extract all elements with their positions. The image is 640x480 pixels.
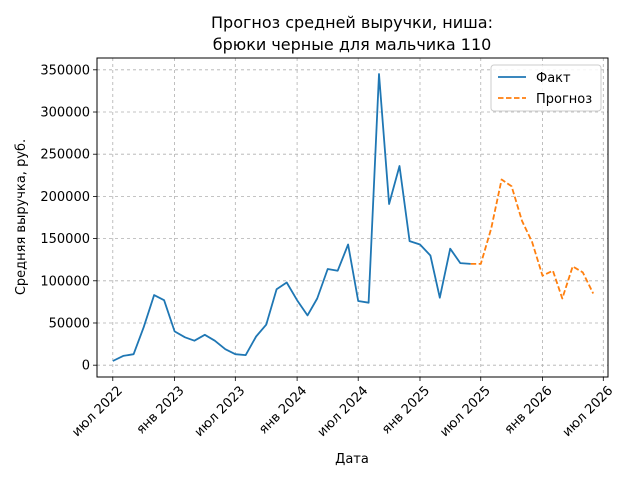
- x-tick-label: июл 2022: [69, 383, 126, 440]
- x-tick-label: июл 2024: [315, 383, 372, 440]
- grid: [97, 58, 608, 377]
- chart-title-line-1: Прогноз средней выручки, ниша:: [211, 13, 493, 32]
- x-tick-label: июл 2025: [437, 383, 494, 440]
- x-tick-label: янв 2026: [502, 383, 556, 437]
- legend-label-forecast: Прогноз: [536, 92, 592, 107]
- x-tick-label: янв 2024: [256, 383, 310, 437]
- x-tick-label: июл 2026: [560, 383, 617, 440]
- x-axis-label: Дата: [335, 452, 369, 467]
- series-lines: [112, 73, 595, 362]
- y-tick-label: 150000: [40, 232, 90, 247]
- series-line-forecast: [470, 178, 595, 300]
- plot-frame: [96, 57, 609, 378]
- y-tick-label: 100000: [40, 274, 90, 289]
- x-tick-label: июл 2023: [192, 383, 249, 440]
- x-tick-label: янв 2023: [134, 383, 188, 437]
- y-axis-label: Средняя выручка, руб.: [14, 139, 29, 295]
- x-axis: июл 2022 янв 2023 июл 2023 янв 2024 июл 2024…: [69, 377, 616, 440]
- y-axis: 0 50000 100000 150000 200000 250000 300000 3500…: [40, 63, 97, 374]
- y-tick-label: 200000: [40, 190, 90, 205]
- legend: Факт Прогноз: [490, 64, 602, 112]
- legend-label-fact: Факт: [536, 71, 571, 86]
- y-tick-label: 350000: [40, 63, 90, 78]
- chart-title-line-2: брюки черные для мальчика 110: [213, 35, 492, 54]
- series-line-fact: [112, 73, 471, 362]
- y-tick-label: 300000: [40, 106, 90, 121]
- y-tick-label: 50000: [49, 316, 90, 331]
- y-tick-label: 0: [82, 359, 90, 374]
- x-tick-label: янв 2025: [379, 383, 433, 437]
- y-tick-label: 250000: [40, 148, 90, 163]
